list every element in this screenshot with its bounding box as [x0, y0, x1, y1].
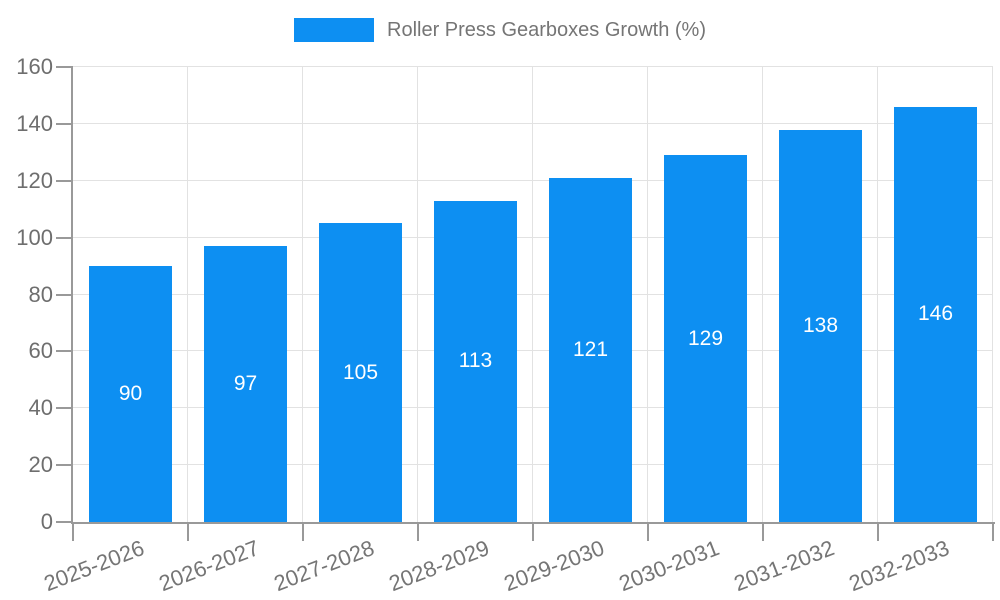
y-axis-tick-label: 160: [16, 54, 53, 79]
bar: [894, 106, 977, 522]
y-axis-tick-label: 140: [16, 110, 53, 136]
y-axis-tick-label: 80: [28, 281, 53, 307]
gridline-horizontal: [73, 122, 993, 124]
bar: [779, 129, 862, 522]
bar-value-label: 113: [458, 349, 493, 373]
x-axis-tick: [417, 524, 419, 541]
bar-value-label: 138: [802, 313, 839, 337]
y-axis-tick: [56, 350, 73, 353]
bar-value-label: 129: [687, 326, 724, 350]
legend-swatch: [294, 18, 374, 42]
y-axis-tick-label: 100: [16, 224, 53, 250]
bar: [664, 155, 747, 522]
gridline-vertical: [532, 67, 533, 522]
y-axis-tick-label: 60: [28, 338, 53, 364]
bar-value-label: 146: [917, 302, 954, 326]
x-axis-tick: [647, 524, 649, 541]
bar-value-label: 121: [572, 337, 609, 361]
gridline-horizontal: [73, 236, 993, 238]
y-axis-tick-label: 40: [28, 395, 53, 421]
y-axis-tick: [56, 464, 73, 467]
gridline-vertical: [762, 67, 763, 522]
gridline-horizontal: [73, 66, 993, 67]
gridline-horizontal: [73, 350, 993, 352]
y-axis-tick: [56, 521, 73, 523]
gridline-horizontal: [73, 293, 993, 295]
gridline-vertical: [647, 67, 648, 522]
y-axis-tick: [56, 122, 73, 125]
plot-area: 90 97 105 113 121 129 138 146: [73, 66, 993, 522]
gridline-vertical: [187, 67, 188, 522]
y-axis-tick-label: 0: [40, 509, 53, 534]
x-axis-line: [71, 522, 995, 524]
gridline-horizontal: [73, 179, 993, 181]
gridline-horizontal: [73, 407, 993, 409]
legend: Roller Press Gearboxes Growth (%): [0, 18, 1000, 42]
x-axis-tick: [992, 524, 994, 541]
y-axis-tick-label: 120: [16, 167, 53, 193]
x-axis-tick: [302, 524, 304, 541]
bar: [319, 223, 402, 522]
bar: [434, 200, 517, 522]
y-axis-line: [71, 67, 73, 524]
bar: [89, 266, 172, 522]
y-axis-tick-label: 20: [28, 452, 53, 478]
x-axis-tick: [762, 524, 764, 541]
bar-value-label: 105: [342, 360, 379, 384]
y-axis-tick: [56, 293, 73, 296]
legend-label: Roller Press Gearboxes Growth (%): [387, 19, 706, 41]
y-axis-tick: [56, 236, 73, 239]
bar: [549, 177, 632, 522]
bar-value-label: 97: [233, 372, 258, 396]
y-axis-tick: [56, 179, 73, 182]
x-axis-tick: [532, 524, 534, 541]
y-axis-tick: [56, 66, 73, 68]
gridline-vertical: [417, 67, 418, 522]
x-axis-tick: [187, 524, 189, 541]
bar: [204, 246, 287, 522]
x-axis-tick: [877, 524, 879, 541]
x-axis-tick: [72, 524, 74, 541]
gridline-vertical: [302, 67, 303, 522]
gridline-vertical: [877, 67, 878, 522]
y-axis-tick: [56, 407, 73, 410]
bar-value-label: 90: [118, 382, 143, 406]
gridline-horizontal: [73, 464, 993, 466]
gridline-vertical: [992, 67, 993, 522]
